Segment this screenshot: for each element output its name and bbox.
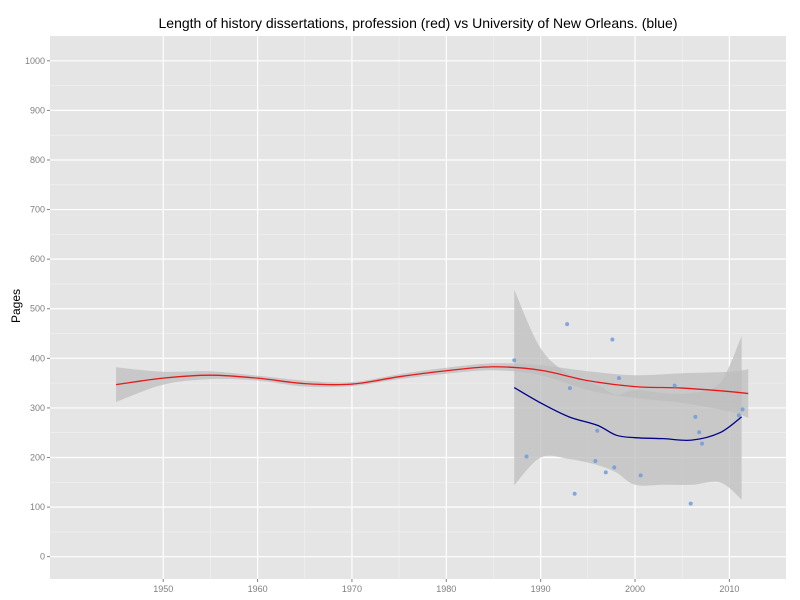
uno-smooth-line <box>513 387 743 442</box>
data-point <box>524 454 529 459</box>
data-point <box>700 441 705 446</box>
grid-minor <box>50 36 786 579</box>
confidence-bands <box>116 289 749 500</box>
plot-panel <box>50 36 786 579</box>
x-tick-label: 2000 <box>625 584 645 594</box>
smooth-lines <box>115 366 749 442</box>
y-axis-label: Pages <box>9 289 23 323</box>
y-tick-label: 400 <box>30 353 45 363</box>
x-tick-label: 2010 <box>719 584 739 594</box>
data-point <box>697 430 702 435</box>
data-point <box>616 376 621 381</box>
data-point <box>512 358 517 363</box>
grid-major <box>50 36 786 579</box>
x-tick-label: 1970 <box>342 584 362 594</box>
data-point <box>572 491 577 496</box>
confidence-band <box>116 363 749 418</box>
y-tick-label: 800 <box>30 155 45 165</box>
data-point <box>565 322 570 327</box>
y-tick-label: 300 <box>30 403 45 413</box>
x-tick-label: 1960 <box>248 584 268 594</box>
data-point <box>595 428 600 433</box>
x-tick-label: 1980 <box>436 584 456 594</box>
y-tick-label: 600 <box>30 254 45 264</box>
x-axis-ticks: 1950 1960 1970 1980 1990 2000 2010 <box>153 579 739 594</box>
data-point <box>688 501 693 506</box>
data-point <box>603 470 608 475</box>
data-point <box>736 413 741 418</box>
confidence-band <box>514 289 742 500</box>
data-point <box>610 337 615 342</box>
y-tick-label: 100 <box>30 502 45 512</box>
data-points <box>512 322 745 506</box>
y-tick-label: 200 <box>30 453 45 463</box>
x-tick-label: 1990 <box>531 584 551 594</box>
y-tick-label: 700 <box>30 205 45 215</box>
y-tick-label: 1000 <box>25 56 45 66</box>
data-point <box>567 386 572 391</box>
y-tick-label: 500 <box>30 304 45 314</box>
chart-title: Length of history dissertations, profess… <box>159 15 678 31</box>
y-axis-ticks: 0 100 200 300 400 500 600 700 800 900 1000 <box>25 56 50 562</box>
data-point <box>638 473 643 478</box>
data-point <box>740 407 745 412</box>
data-point <box>593 458 598 463</box>
profession-smooth-line <box>115 366 749 395</box>
data-point <box>672 383 677 388</box>
y-tick-label: 0 <box>40 552 45 562</box>
x-tick-label: 1950 <box>153 584 173 594</box>
y-tick-label: 900 <box>30 105 45 115</box>
data-point <box>693 414 698 419</box>
data-point <box>612 465 617 470</box>
